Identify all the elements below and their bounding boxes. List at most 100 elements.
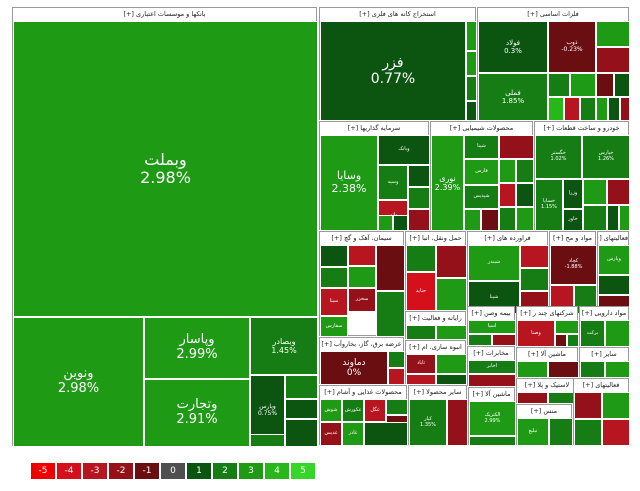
stock-tile[interactable]: خاور xyxy=(563,209,583,231)
stock-tile[interactable] xyxy=(408,209,430,231)
stock-tile[interactable] xyxy=(607,205,619,231)
sector-title[interactable]: فلزات اساسی [+] xyxy=(478,8,628,21)
stock-tile[interactable] xyxy=(583,205,607,231)
stock-tile[interactable] xyxy=(583,179,607,205)
sector-title[interactable]: انبوه سازی، ام [+] xyxy=(406,341,465,354)
stock-tile[interactable] xyxy=(516,159,534,183)
stock-tile[interactable] xyxy=(388,368,405,385)
stock-tile[interactable] xyxy=(570,73,596,97)
stock-tile[interactable] xyxy=(388,351,405,368)
stock-tile[interactable] xyxy=(517,392,548,404)
stock-tile[interactable] xyxy=(492,334,516,346)
stock-tile[interactable]: وپاسار 2.99% xyxy=(144,317,250,379)
stock-tile[interactable] xyxy=(564,97,580,121)
sector-title[interactable]: عرضه برق، گاز، بخاروآب [+] xyxy=(320,338,403,351)
stock-tile[interactable] xyxy=(408,187,430,209)
stock-tile[interactable] xyxy=(620,97,630,121)
sector-title[interactable]: شرکتهای چند ر [+] xyxy=(517,307,577,320)
stock-tile[interactable] xyxy=(598,275,630,295)
sector-bottom[interactable]: فعالیتهای [+] xyxy=(573,378,630,446)
stock-tile[interactable] xyxy=(516,207,534,231)
stock-tile[interactable] xyxy=(436,374,467,385)
sector-auto[interactable]: خودرو و ساخت قطعات [+] خگستر 1.02% خپارس 1.2… xyxy=(534,121,630,231)
stock-tile[interactable]: فولاد 0.3% xyxy=(478,21,548,73)
stock-tile[interactable]: الکتریک 2.99% xyxy=(469,401,516,436)
stock-tile[interactable] xyxy=(376,245,405,291)
stock-tile[interactable]: فارس xyxy=(464,159,499,185)
stock-tile[interactable] xyxy=(393,215,408,231)
sector-title[interactable]: فعالیتهای [+] xyxy=(598,232,628,245)
stock-tile[interactable] xyxy=(447,399,468,446)
stock-tile[interactable] xyxy=(464,209,481,231)
stock-tile[interactable] xyxy=(285,419,318,447)
stock-tile[interactable] xyxy=(574,392,602,419)
stock-tile[interactable] xyxy=(555,334,567,347)
sector-title[interactable]: بیمه وصن [+] xyxy=(468,307,514,320)
stock-tile[interactable] xyxy=(348,266,376,288)
stock-tile[interactable] xyxy=(436,278,467,311)
stock-tile[interactable] xyxy=(364,422,408,446)
sector-food[interactable]: محصولات غذایی و آشام [+] شوش غکورش غگل غدیس غ… xyxy=(319,385,408,446)
sector-computer[interactable]: سایر محصولا [+] کپار 1.35% xyxy=(408,385,468,446)
sector-title[interactable]: لاستیک و پلا [+] xyxy=(517,379,577,392)
stock-tile[interactable] xyxy=(481,209,499,231)
sector-title[interactable]: مواد دارویی [+] xyxy=(580,307,628,320)
stock-tile[interactable]: غدیس xyxy=(320,422,342,446)
stock-tile[interactable]: فملی 1.85% xyxy=(478,73,548,121)
stock-tile[interactable]: وبصادر 1.45% xyxy=(250,317,318,375)
stock-tile[interactable]: شپدیس xyxy=(464,185,499,209)
stock-tile[interactable] xyxy=(596,97,608,121)
stock-tile[interactable] xyxy=(250,434,285,447)
stock-tile[interactable] xyxy=(376,291,405,337)
sector-title[interactable]: ماشین آلا [+] xyxy=(469,388,514,401)
sector-insurance[interactable]: بیمه وصن [+] اسیا xyxy=(467,306,516,346)
stock-tile[interactable]: خساپا 1.15% xyxy=(535,179,563,231)
sector-software[interactable]: رایانه و فعالیت [+] xyxy=(405,311,467,340)
sector-telecom[interactable]: مخابرات [+] اخابر xyxy=(467,346,516,387)
stock-tile[interactable] xyxy=(574,419,602,446)
sector-metals[interactable]: فلزات اساسی [+] فولاد 0.3% ذوب -0.23% فملی 1.8… xyxy=(477,7,630,121)
sector-textile[interactable]: ماشین آلا [+] الکتریک 2.99% xyxy=(468,387,516,446)
stock-tile[interactable] xyxy=(520,245,549,268)
stock-tile[interactable]: وسپه xyxy=(378,165,408,200)
stock-tile[interactable]: برکت xyxy=(580,320,605,347)
sector-title[interactable]: سایر محصولا [+] xyxy=(409,386,466,399)
sector-commerce[interactable]: منس [+] تبلیغ xyxy=(516,404,573,446)
stock-tile[interactable] xyxy=(499,207,516,231)
stock-tile[interactable] xyxy=(580,361,605,378)
stock-tile[interactable] xyxy=(548,97,564,121)
stock-tile[interactable] xyxy=(466,101,477,121)
stock-tile[interactable]: کپار 1.35% xyxy=(409,399,447,446)
stock-tile[interactable]: خپارس 1.26% xyxy=(582,135,630,179)
sector-title[interactable]: فراورده های [+] xyxy=(468,232,547,245)
stock-tile[interactable]: شپنا xyxy=(464,135,499,159)
stock-tile[interactable] xyxy=(548,361,579,378)
stock-tile[interactable]: وسایا 2.38% xyxy=(320,135,378,231)
stock-tile[interactable]: وصنا xyxy=(517,320,555,347)
stock-tile[interactable]: ذوب -0.23% xyxy=(548,21,596,73)
stock-tile[interactable] xyxy=(602,419,630,446)
stock-tile[interactable]: وبملت 2.98% xyxy=(13,21,318,317)
sector-cement[interactable]: سیمان، آهک و گچ [+] سیتا سفارس سخزر xyxy=(319,231,405,337)
stock-tile[interactable] xyxy=(406,374,436,385)
stock-tile[interactable]: کچاد -1.88% xyxy=(550,245,597,285)
stock-tile[interactable] xyxy=(408,165,430,187)
sector-multi2[interactable]: شرکتهای چند ر [+] وصنا xyxy=(516,306,579,347)
sector-investment[interactable]: سرمایه گذاریها [+]وسایا2.38%وبانکوسپهوات… xyxy=(319,121,430,231)
stock-tile[interactable] xyxy=(608,97,620,121)
stock-tile[interactable] xyxy=(607,179,630,205)
stock-tile[interactable] xyxy=(520,268,549,291)
stock-tile[interactable]: ثاباد xyxy=(406,354,436,374)
sector-title[interactable]: مواد و مح [+] xyxy=(550,232,595,245)
stock-tile[interactable] xyxy=(436,325,467,340)
sector-petroleum[interactable]: فراورده های [+] شبندر شپنا xyxy=(467,231,549,314)
stock-tile[interactable] xyxy=(436,354,467,374)
stock-tile[interactable]: سفارس xyxy=(320,316,348,337)
sector-electric[interactable]: ماشین آلا [+] xyxy=(516,347,579,378)
stock-tile[interactable]: سخزر xyxy=(348,288,376,312)
stock-tile[interactable] xyxy=(567,334,579,347)
stock-tile[interactable] xyxy=(468,334,492,346)
sector-other[interactable]: سایر [+] xyxy=(579,347,630,378)
stock-tile[interactable] xyxy=(605,361,630,378)
stock-tile[interactable] xyxy=(580,97,596,121)
